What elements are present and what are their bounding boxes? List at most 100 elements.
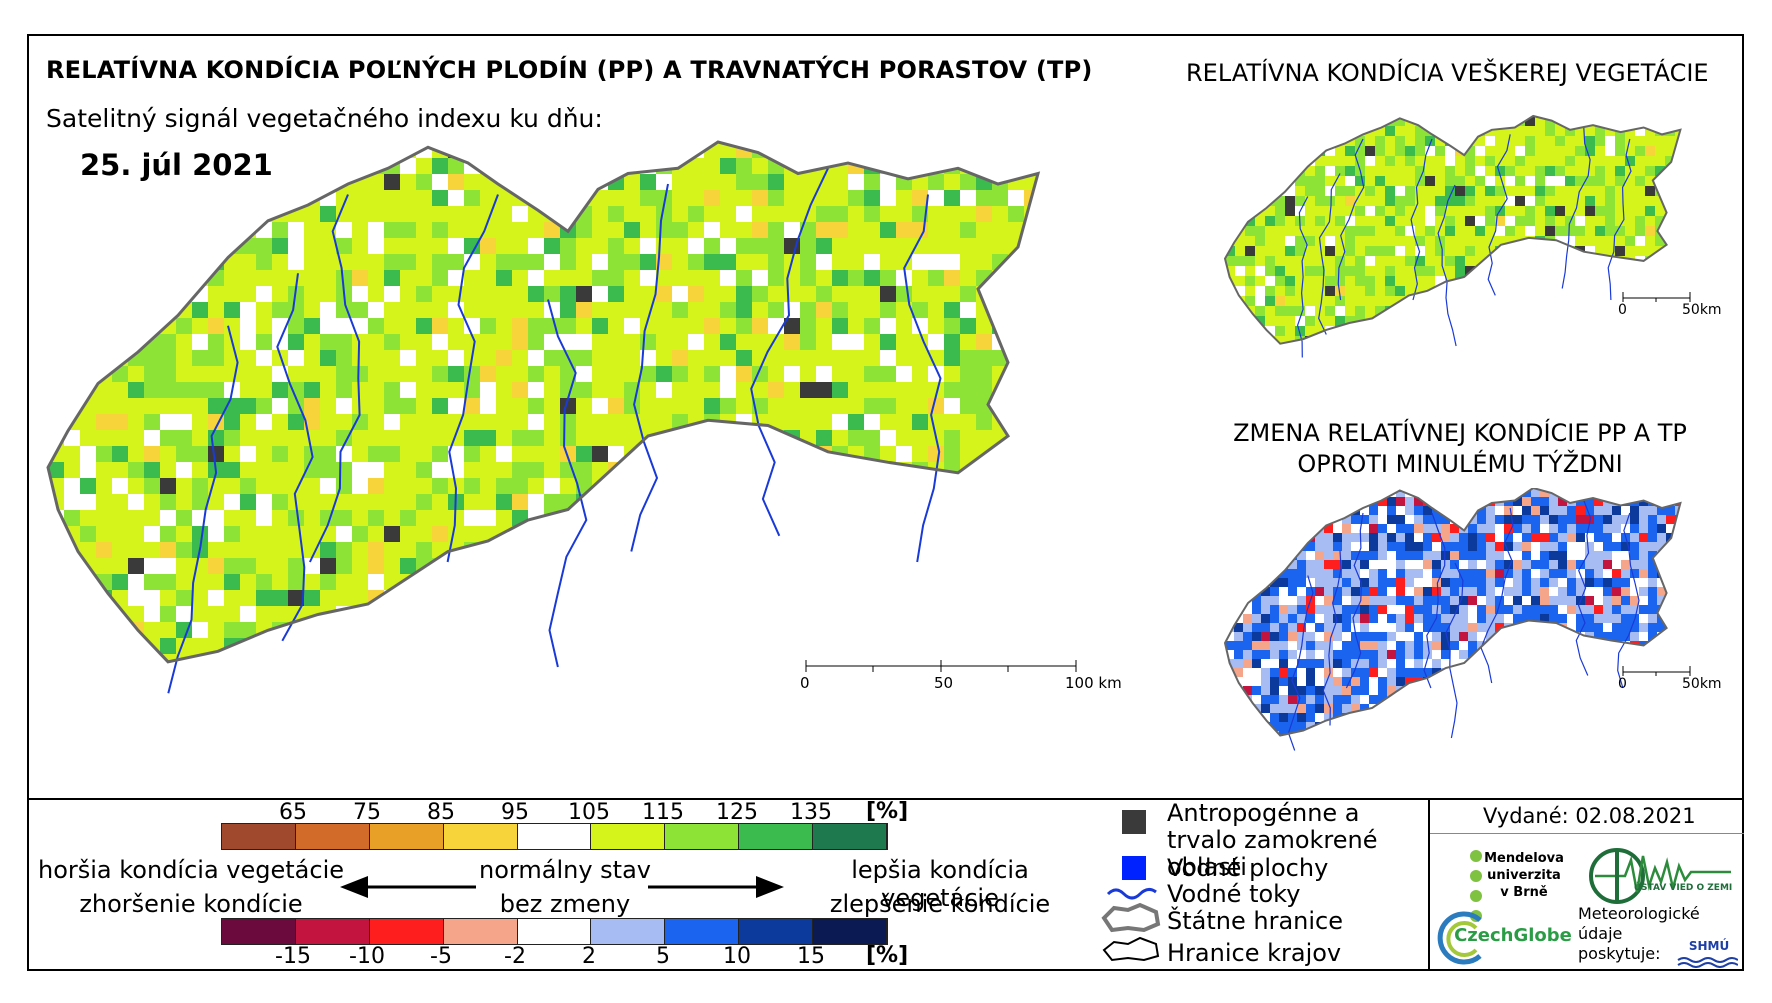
vegetation-scale-bar <box>1622 292 1691 302</box>
map-pixel <box>1360 605 1369 614</box>
map-pixel <box>1378 488 1387 497</box>
map-pixel <box>1657 515 1666 524</box>
map-pixel <box>928 590 944 606</box>
map-pixel <box>960 446 976 462</box>
map-pixel <box>1567 677 1576 686</box>
map-pixel <box>1540 713 1549 722</box>
map-pixel <box>704 366 720 382</box>
map-pixel <box>1645 156 1655 166</box>
map-pixel <box>384 670 400 686</box>
map-pixel <box>864 574 880 590</box>
river-line <box>547 299 588 668</box>
map-pixel <box>1625 146 1635 156</box>
map-pixel <box>304 334 320 350</box>
map-pixel <box>736 622 752 638</box>
map-pixel <box>1425 246 1435 256</box>
map-pixel <box>1445 156 1455 166</box>
map-pixel <box>656 606 672 622</box>
map-pixel <box>240 654 256 662</box>
map-pixel <box>896 414 912 430</box>
map-pixel <box>1441 641 1450 650</box>
map-pixel <box>1515 266 1525 276</box>
map-pixel <box>1615 196 1625 206</box>
map-pixel <box>416 398 432 414</box>
map-pixel <box>1685 226 1695 236</box>
map-pixel <box>1378 542 1387 551</box>
map-pixel <box>240 526 256 542</box>
map-pixel <box>1675 695 1681 704</box>
map-pixel <box>528 670 544 686</box>
map-pixel <box>688 350 704 366</box>
map-pixel <box>1285 326 1295 336</box>
map-pixel <box>288 670 304 686</box>
map-pixel <box>1513 587 1522 596</box>
map-pixel <box>400 526 416 542</box>
map-pixel <box>976 590 992 606</box>
map-pixel <box>800 446 816 462</box>
map-pixel <box>592 510 608 526</box>
map-pixel <box>176 270 192 286</box>
map-pixel <box>1603 650 1612 659</box>
map-pixel <box>1575 126 1585 136</box>
map-pixel <box>1297 623 1306 632</box>
map-pixel <box>1685 186 1695 196</box>
map-pixel <box>256 590 272 606</box>
map-pixel <box>1522 623 1531 632</box>
map-pixel <box>1603 623 1612 632</box>
map-pixel <box>1684 551 1693 560</box>
map-pixel <box>1305 316 1315 326</box>
map-pixel <box>768 558 784 574</box>
map-pixel <box>1441 515 1450 524</box>
map-pixel <box>1297 659 1306 668</box>
map-pixel <box>45 286 48 302</box>
map-pixel <box>1655 326 1665 336</box>
map-pixel <box>1565 346 1575 356</box>
map-pixel <box>1225 722 1234 731</box>
map-pixel <box>1675 713 1681 722</box>
map-pixel <box>80 302 96 318</box>
map-pixel <box>1345 186 1355 196</box>
map-pixel <box>1645 146 1655 156</box>
map-pixel <box>1275 116 1285 126</box>
map-pixel <box>1335 266 1345 276</box>
map-pixel <box>1234 659 1243 668</box>
map-pixel <box>1525 286 1535 296</box>
map-pixel <box>896 286 912 302</box>
map-pixel <box>288 190 304 206</box>
map-pixel <box>912 286 928 302</box>
map-pixel <box>1243 650 1252 659</box>
map-pixel <box>864 140 880 142</box>
map-pixel <box>256 366 272 382</box>
map-pixel <box>1535 316 1545 326</box>
map-pixel <box>1603 551 1612 560</box>
map-pixel <box>176 606 192 622</box>
map-pixel <box>160 382 176 398</box>
map-pixel <box>720 334 736 350</box>
map-pixel <box>1056 382 1072 398</box>
map-pixel <box>1639 524 1648 533</box>
map-pixel <box>272 510 288 526</box>
map-pixel <box>1288 578 1297 587</box>
map-pixel <box>1378 533 1387 542</box>
map-pixel <box>1385 216 1395 226</box>
map-pixel <box>784 462 800 478</box>
map-pixel <box>592 254 608 270</box>
map-pixel <box>1594 641 1603 650</box>
map-pixel <box>1665 216 1675 226</box>
map-pixel <box>1635 246 1645 256</box>
map-pixel <box>352 510 368 526</box>
map-pixel <box>1555 326 1565 336</box>
map-pixel <box>592 382 608 398</box>
map-pixel <box>800 140 816 142</box>
map-pixel <box>1235 186 1245 196</box>
map-pixel <box>1465 246 1475 256</box>
map-pixel <box>1270 686 1279 695</box>
map-pixel <box>1655 156 1665 166</box>
map-pixel <box>1333 605 1342 614</box>
map-pixel <box>1639 632 1648 641</box>
map-pixel <box>640 558 656 574</box>
map-pixel <box>496 270 512 286</box>
map-pixel <box>640 350 656 366</box>
map-pixel <box>80 142 96 158</box>
map-pixel <box>464 638 480 654</box>
